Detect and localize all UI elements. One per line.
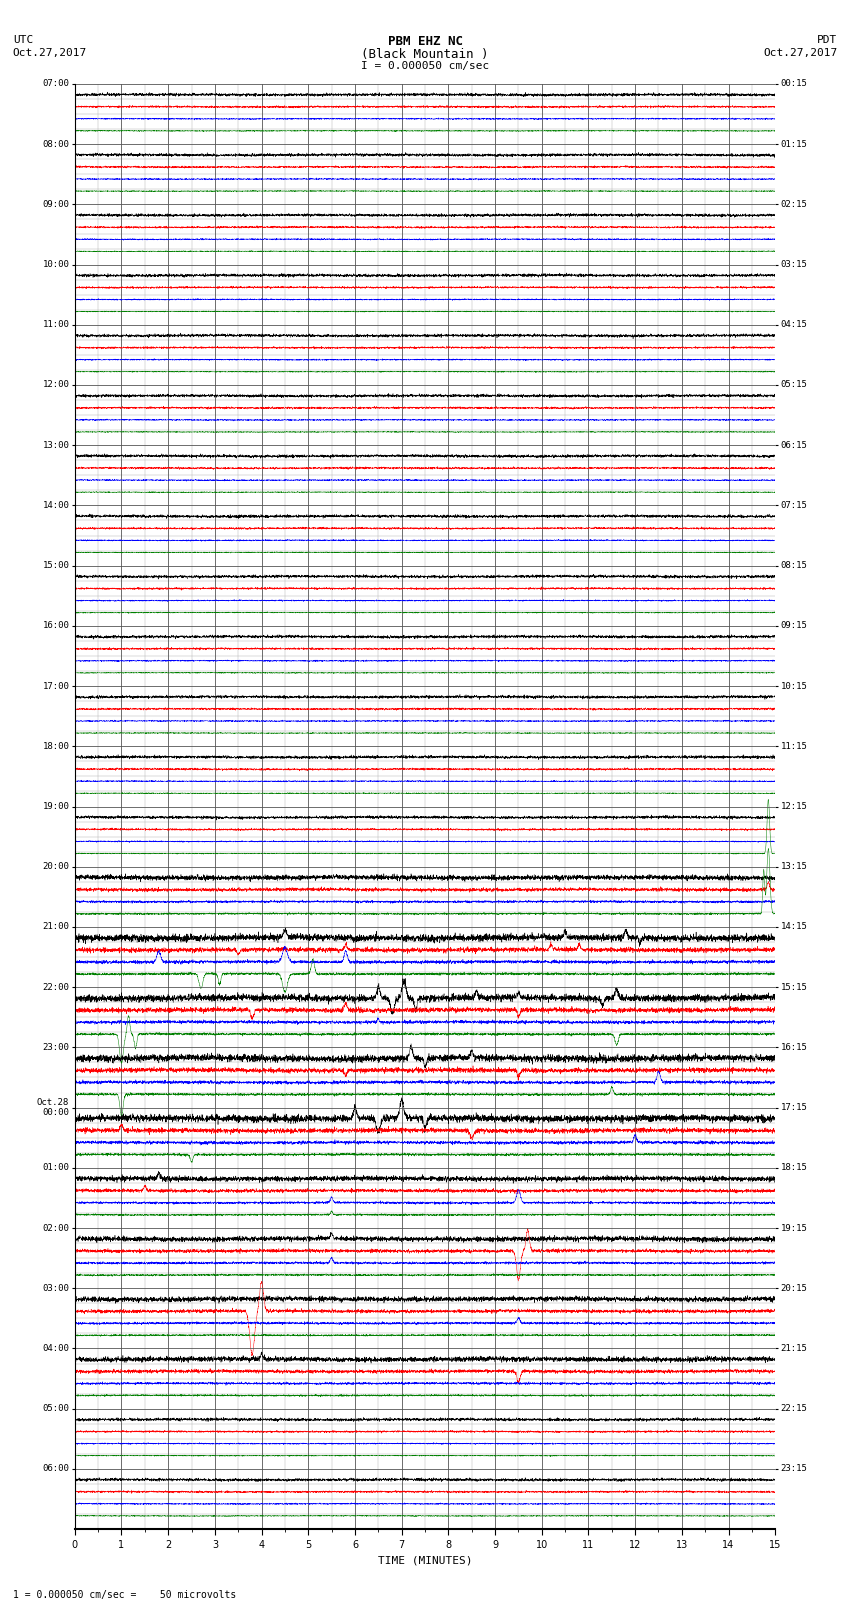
Text: 1 = 0.000050 cm/sec =    50 microvolts: 1 = 0.000050 cm/sec = 50 microvolts bbox=[13, 1590, 236, 1600]
X-axis label: TIME (MINUTES): TIME (MINUTES) bbox=[377, 1555, 473, 1565]
Text: PDT: PDT bbox=[817, 35, 837, 45]
Text: PBM EHZ NC: PBM EHZ NC bbox=[388, 35, 462, 48]
Text: Oct.27,2017: Oct.27,2017 bbox=[763, 48, 837, 58]
Text: Oct.27,2017: Oct.27,2017 bbox=[13, 48, 87, 58]
Text: (Black Mountain ): (Black Mountain ) bbox=[361, 48, 489, 61]
Text: UTC: UTC bbox=[13, 35, 33, 45]
Text: I = 0.000050 cm/sec: I = 0.000050 cm/sec bbox=[361, 61, 489, 71]
